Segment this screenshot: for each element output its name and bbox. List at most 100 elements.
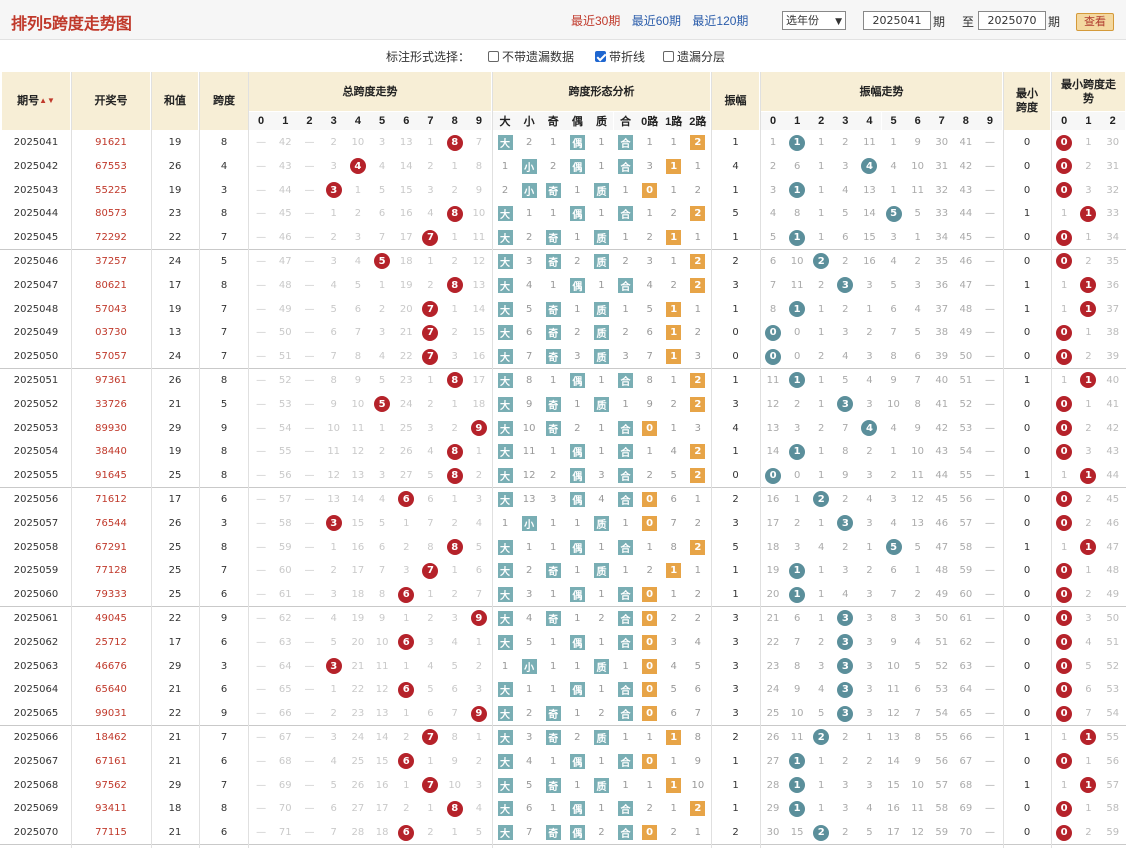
shape-marker: 大 <box>497 563 513 579</box>
span-trend-cell: 4 <box>475 803 483 815</box>
cell-span: 8 <box>220 446 228 458</box>
amp-trend-cell: 1 <box>793 493 801 505</box>
link-recent-60[interactable]: 最近60期 <box>631 14 682 28</box>
amp-trend-cell: 41 <box>959 137 973 148</box>
shape-cell: 3 <box>525 731 533 743</box>
span-trend-cell: 61 <box>278 589 292 601</box>
header-issue[interactable]: 期号 ▲▼ <box>2 72 70 130</box>
span-trend-cell: 6 <box>378 541 386 553</box>
option-label: 遗漏分层 <box>677 50 726 64</box>
shape-cell: 大 <box>493 631 517 654</box>
shape-cell: 大 <box>493 417 517 440</box>
shape-marker: 偶 <box>569 206 585 222</box>
cell-issue: 2025069 <box>13 803 59 815</box>
amp-trend-cell: 3 <box>842 803 849 815</box>
span-trend-cell: 9 <box>330 398 337 410</box>
span-trend-cell: 3 <box>330 255 337 267</box>
span-trend-cell: — <box>304 660 315 672</box>
amp-trend-cell: 9 <box>890 636 897 648</box>
amp-ball: 5 <box>885 205 902 222</box>
shape-cell: 3 <box>670 636 677 648</box>
route-marker: 1 <box>666 230 682 246</box>
link-recent-120[interactable]: 最近120期 <box>692 14 749 28</box>
column-divider <box>1051 72 1052 848</box>
shape-cell: 奇 <box>541 345 565 368</box>
shape-cell: 1 <box>670 374 677 386</box>
span-trend-cell: 1 <box>427 589 434 601</box>
amp-trend-cell: — <box>984 684 995 696</box>
amp-trend-cell: 30 <box>766 827 780 839</box>
shape-cell: 1 <box>550 374 557 386</box>
span-trend-cell: — <box>304 184 315 196</box>
cell-draw: 33726 <box>95 398 127 410</box>
amp-trend-cell: 0 <box>761 345 785 368</box>
cell-sum: 24 <box>168 351 182 363</box>
span-trend-cell: 8 <box>443 464 467 487</box>
amp-trend-cell: — <box>984 827 995 839</box>
shape-cell: 1 <box>501 160 509 172</box>
page-title: 排列5跨度走势图 <box>11 16 132 33</box>
from-issue-input[interactable]: 2025041 <box>863 11 931 30</box>
amp-ball: 0 <box>765 467 782 484</box>
shape-cell: 大 <box>493 559 517 582</box>
cell-issue: 2025057 <box>13 517 59 529</box>
cell-min: 0 <box>1023 422 1031 434</box>
shape-cell: 2 <box>646 470 653 482</box>
span-trend-cell: 12 <box>351 446 365 458</box>
amp-trend-cell: 2 <box>842 827 849 839</box>
span-trend-cell: 10 <box>375 636 389 648</box>
options-label: 标注形式选择： <box>386 50 471 64</box>
min-trend-cell: 3 <box>1085 446 1092 458</box>
cell-amp: 1 <box>732 565 739 577</box>
option-polyline[interactable]: 带折线 <box>595 48 645 65</box>
amp-trend-cell: 53 <box>959 422 973 434</box>
span-trend-cell: 1 <box>451 160 458 172</box>
shape-cell: 偶 <box>565 821 589 844</box>
cell-sum: 26 <box>168 374 182 386</box>
min-trend-cell: 2 <box>1085 517 1092 529</box>
shape-cell: 4 <box>525 279 533 291</box>
shape-cell: 1 <box>622 184 629 196</box>
span-trend-cell: 1 <box>378 279 386 291</box>
shape-marker: 合 <box>618 135 634 150</box>
table-row: 2025044 80573 23 8 5 1—45—1 2 6 16 4 8 10 大 1 1 偶 1 合 1 2 2 4… <box>0 202 1126 226</box>
span-trend-cell: 8 <box>443 131 467 154</box>
amp-trend-cell: 9 <box>914 422 921 434</box>
to-issue-input[interactable]: 2025070 <box>978 11 1046 30</box>
cell-draw: 71612 <box>95 493 127 505</box>
span-trend-cell: — <box>304 422 315 434</box>
cell-draw: 18462 <box>95 731 127 743</box>
shape-cell: 大 <box>493 702 517 725</box>
span-trend-cell: 1 <box>451 303 458 315</box>
shape-cell: 合 <box>614 369 638 392</box>
span-ball: 8 <box>446 800 463 817</box>
year-select[interactable]: 选年份 ▼ <box>782 11 846 30</box>
min-trend-cell: 49 <box>1106 589 1120 601</box>
amp-trend-cell: 65 <box>959 708 973 720</box>
shape-cell: 2 <box>670 827 677 839</box>
amp-trend-cell: — <box>984 374 995 386</box>
shape-cell: 1 <box>662 226 686 249</box>
amp-trend-cell: 51 <box>959 374 973 386</box>
amp-trend-cell: — <box>984 779 995 791</box>
route-marker: 1 <box>666 158 682 174</box>
shape-cell: 偶 <box>565 155 589 178</box>
amp-trend-cell: 3 <box>914 612 921 624</box>
span-trend-cell: 3 <box>322 655 346 678</box>
span-trend-cell: 6 <box>394 750 418 773</box>
amp-trend-cell: 12 <box>887 708 900 720</box>
option-no-omission[interactable]: 不带遗漏数据 <box>488 48 574 65</box>
min-trend-cell: 2 <box>1085 493 1092 505</box>
span-trend-cell: 5 <box>451 660 458 672</box>
min-trend-cell: 4 <box>1085 636 1092 648</box>
link-recent-30[interactable]: 最近30期 <box>571 14 621 28</box>
amp-trend-cell: — <box>984 208 995 220</box>
query-button[interactable]: 查看 <box>1076 13 1114 31</box>
span-trend-cell: 7 <box>418 298 442 321</box>
amp-trend-cell: 3 <box>890 493 897 505</box>
option-layered[interactable]: 遗漏分层 <box>663 48 725 65</box>
amp-trend-cell: 2 <box>866 755 873 767</box>
amp-trend-cell: 41 <box>935 398 949 410</box>
shape-cell: 质 <box>589 179 613 202</box>
amp-ball: 1 <box>789 182 806 199</box>
